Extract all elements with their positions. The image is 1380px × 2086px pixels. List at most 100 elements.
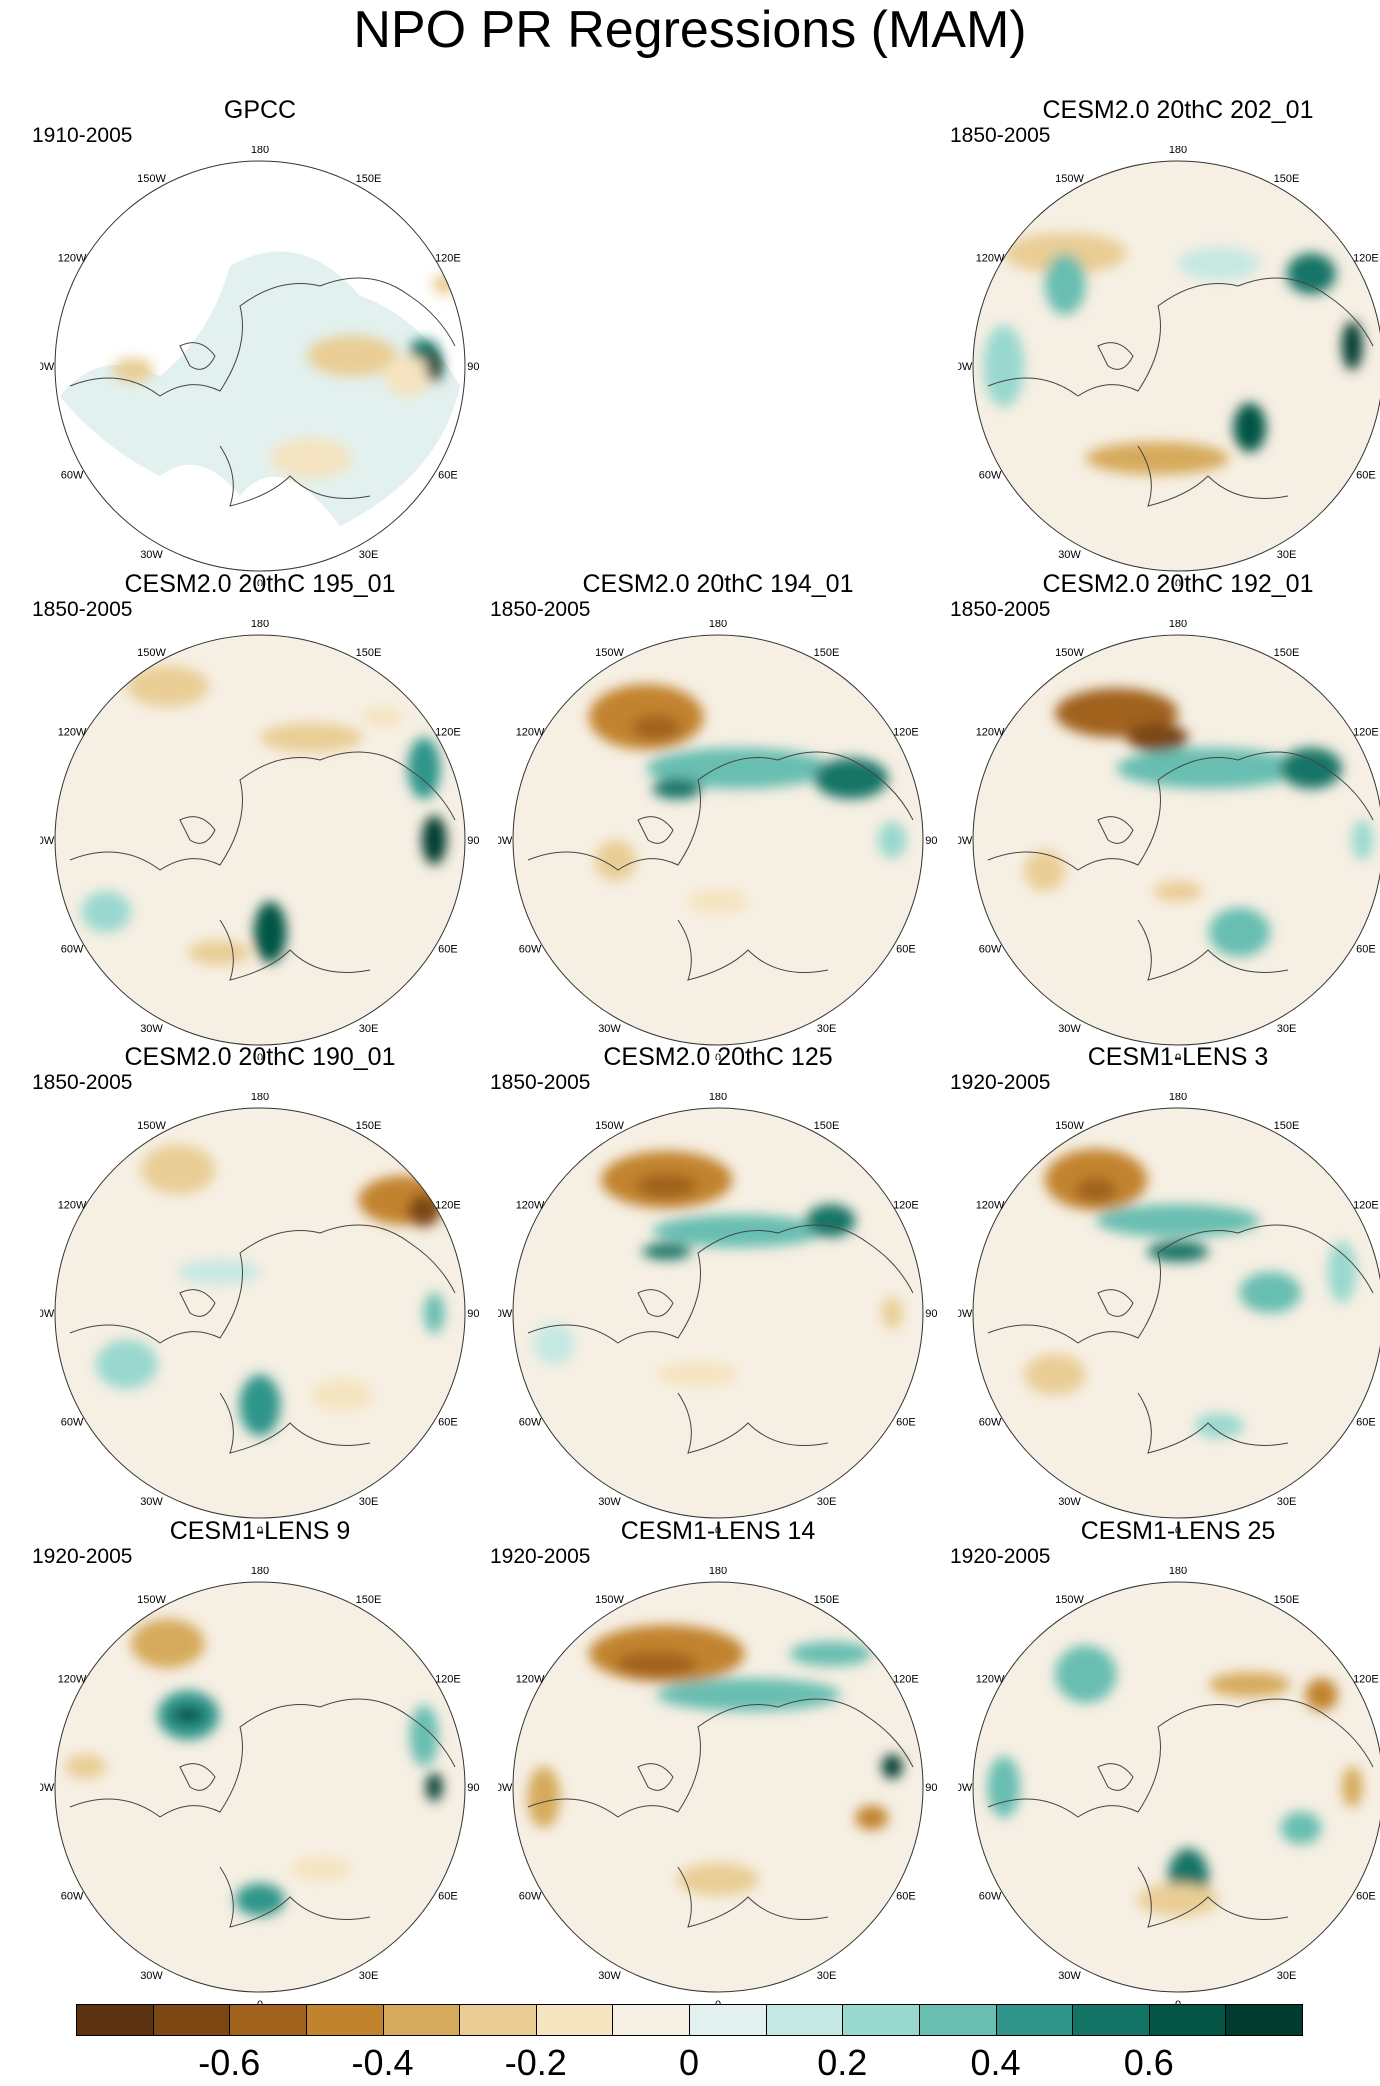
longitude-label: 180 xyxy=(251,620,269,630)
longitude-label: 90E xyxy=(467,835,480,847)
coastline xyxy=(527,1224,914,1454)
anomaly-region xyxy=(595,840,636,881)
anomaly-region xyxy=(362,706,404,728)
longitude-label: 30E xyxy=(817,1970,837,1982)
longitude-label: 150E xyxy=(1274,647,1300,659)
longitude-label: 60W xyxy=(979,470,1002,482)
anomaly-region xyxy=(1280,747,1342,789)
longitude-label: 30W xyxy=(598,1023,621,1035)
polar-map: 180150E120E90E60E30E030W60W90W120W150W xyxy=(498,1093,938,1533)
panel-title: GPCC xyxy=(223,96,297,124)
map-boundary xyxy=(972,1107,1380,1519)
anomaly-region xyxy=(1024,1354,1086,1395)
map-boundary xyxy=(972,1581,1380,1993)
longitude-label: 120W xyxy=(976,253,1005,265)
longitude-label: 0 xyxy=(715,1525,721,1533)
longitude-label: 120E xyxy=(1353,1674,1379,1686)
coastline xyxy=(987,277,1374,507)
polar-map: 180150E120E90E60E30E030W60W90W120W150W xyxy=(958,1567,1380,2007)
anomaly-region xyxy=(1239,1272,1301,1313)
longitude-label: 30W xyxy=(1058,549,1081,561)
coastline xyxy=(987,1698,1374,1928)
colorbar-swatch xyxy=(76,2004,154,2036)
anomaly-region xyxy=(81,891,131,933)
longitude-label: 30E xyxy=(817,1023,837,1035)
longitude-label: 150W xyxy=(137,647,166,659)
longitude-label: 120W xyxy=(516,1674,545,1686)
map-boundary xyxy=(54,160,466,572)
colorbar-tick-label: 0 xyxy=(678,2042,700,2083)
longitude-label: 30E xyxy=(359,1023,379,1035)
map-panel: CESM2.0 20thC 194_01 1850-2005 180 150E 120E… xyxy=(490,570,938,1060)
anomaly-region xyxy=(877,821,907,859)
longitude-label: 120E xyxy=(1353,727,1379,739)
longitude-label: 90W xyxy=(498,835,513,847)
longitude-label: 0 xyxy=(257,1999,263,2007)
anomaly-region xyxy=(426,349,443,383)
anomaly-region xyxy=(421,815,447,865)
panel-period: 1920-2005 xyxy=(950,1071,1051,1094)
map-background xyxy=(973,161,1380,571)
panel-title: CESM1-LENS 14 xyxy=(620,1517,816,1545)
longitude-label: 90W xyxy=(40,361,55,373)
map-boundary xyxy=(512,1107,924,1519)
longitude-label: 120W xyxy=(516,727,545,739)
colorbar-tick-label: 0.6 xyxy=(1123,2042,1174,2083)
longitude-label: 60W xyxy=(979,1891,1002,1903)
map-panel: CESM1-LENS 14 1920-2005 180 150E 120E 90E 60E 3… xyxy=(490,1517,938,2007)
anomaly-region xyxy=(882,1754,903,1779)
longitude-label: 180 xyxy=(1169,620,1187,630)
panel-title: CESM2.0 20thC 202_01 xyxy=(1042,96,1314,124)
polar-map: 180150E120E90E60E30E030W60W90W120W150W xyxy=(958,146,1380,586)
panel-period: 1850-2005 xyxy=(950,598,1051,621)
longitude-label: 0 xyxy=(1175,1052,1181,1060)
anomaly-region xyxy=(1194,1413,1244,1439)
longitude-label: 150W xyxy=(1055,1594,1084,1606)
longitude-label: 120E xyxy=(1353,253,1379,265)
anomaly-region xyxy=(855,1805,889,1831)
longitude-label: 120W xyxy=(58,253,87,265)
anomaly-region xyxy=(307,335,398,377)
panel-title: CESM2.0 20thC 125 xyxy=(603,1043,833,1071)
longitude-label: 150W xyxy=(595,1120,624,1132)
coastline xyxy=(987,751,1374,981)
longitude-label: 150W xyxy=(1055,647,1084,659)
map-panel: CESM2.0 20thC 125 1850-2005 180 150E 120E 90E… xyxy=(490,1043,938,1533)
colorbar-tick-label: -0.4 xyxy=(351,2042,414,2083)
figure-title: NPO PR Regressions (MAM) xyxy=(353,1,1027,59)
longitude-label: 150E xyxy=(356,1120,382,1132)
longitude-label: 60W xyxy=(61,1891,84,1903)
colorbar-swatch xyxy=(382,2004,461,2036)
longitude-label: 150E xyxy=(814,647,840,659)
polar-map: 180150E120E90E60E30E030W60W90W120W150W xyxy=(40,620,480,1060)
longitude-label: 180 xyxy=(1169,146,1187,156)
anomaly-region xyxy=(424,1292,445,1334)
longitude-label: 60E xyxy=(438,1891,458,1903)
panel-title: CESM1-LENS 9 xyxy=(169,1517,351,1545)
longitude-label: 60W xyxy=(61,470,84,482)
longitude-label: 150E xyxy=(356,173,382,185)
longitude-label: 180 xyxy=(1169,1093,1187,1103)
longitude-label: 60E xyxy=(896,944,916,956)
longitude-label: 30E xyxy=(359,549,379,561)
map-boundary xyxy=(54,634,466,1046)
anomaly-region xyxy=(1147,1241,1209,1262)
longitude-label: 90W xyxy=(498,1308,513,1320)
anomaly-region xyxy=(112,357,154,383)
longitude-label: 0 xyxy=(257,578,263,586)
longitude-label: 180 xyxy=(251,1567,269,1577)
longitude-label: 120W xyxy=(58,727,87,739)
polar-map: 180150E120E90E60E30E030W60W90W120W150W xyxy=(40,1093,480,1533)
longitude-label: 0 xyxy=(1175,578,1181,586)
colorbar-tick-label: 0.2 xyxy=(817,2042,868,2083)
map-background xyxy=(973,1582,1380,1992)
longitude-label: 60E xyxy=(1356,1891,1376,1903)
map-boundary xyxy=(512,634,924,1046)
map-background xyxy=(973,1108,1380,1518)
longitude-label: 30W xyxy=(140,1970,163,1982)
panel-title: CESM1-LENS 3 xyxy=(1087,1043,1269,1071)
longitude-label: 120W xyxy=(58,1674,87,1686)
longitude-label: 60W xyxy=(979,1417,1002,1429)
panel-period: 1850-2005 xyxy=(490,598,591,621)
map-panel: CESM1-LENS 31920-2005180150E120E90E60E30… xyxy=(950,1043,1380,1533)
